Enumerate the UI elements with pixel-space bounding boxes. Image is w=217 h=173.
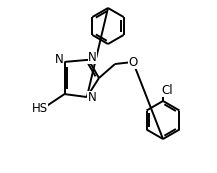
Text: N: N (55, 53, 64, 66)
Text: N: N (87, 90, 96, 103)
Text: HS: HS (31, 102, 48, 115)
Text: N: N (88, 51, 97, 64)
Text: O: O (128, 56, 138, 69)
Text: Cl: Cl (161, 84, 173, 97)
